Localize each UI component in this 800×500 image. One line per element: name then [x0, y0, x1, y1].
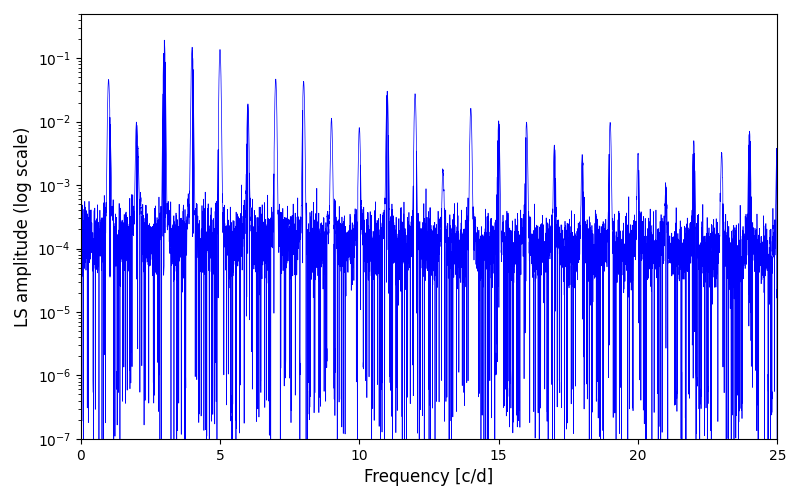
Y-axis label: LS amplitude (log scale): LS amplitude (log scale): [14, 126, 32, 326]
X-axis label: Frequency [c/d]: Frequency [c/d]: [364, 468, 494, 486]
